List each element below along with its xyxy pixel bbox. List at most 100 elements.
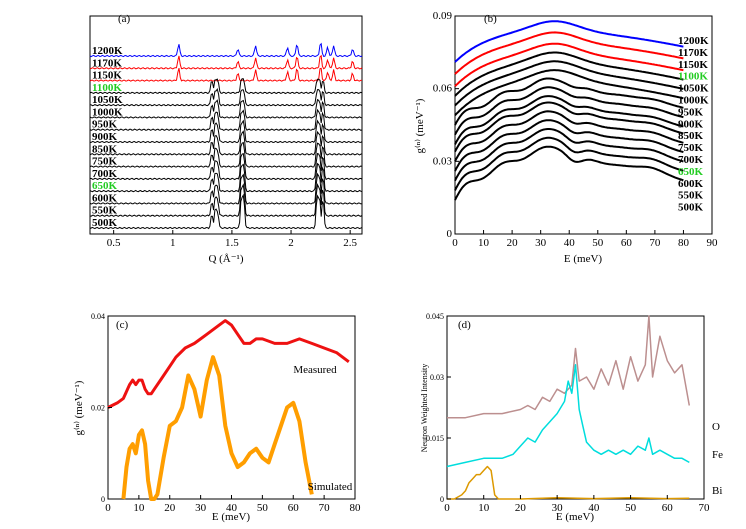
panel-b-xtick-label: 80 — [678, 237, 690, 249]
panel-c-xtick-label: 50 — [257, 502, 269, 514]
panel-b-chart: (b) 1200K1170K1150K1100K1050K1000K950K90… — [414, 10, 718, 265]
panel-d-xtick-label: 60 — [662, 502, 674, 514]
panel-b-xtick-label: 90 — [707, 237, 719, 249]
panel-a-series-curve — [89, 130, 363, 156]
panel-c-xlabel: E (meV) — [212, 511, 251, 523]
panel-a-temp-label: 900K — [92, 131, 118, 143]
panel-b-ytick-label: 0.03 — [433, 155, 453, 167]
simulated-curve — [121, 355, 314, 501]
panel-d-ytick-label: 0 — [440, 495, 444, 504]
panel-d-ytick-label: 0.045 — [426, 312, 444, 321]
panel-b-temp-label: 700K — [678, 154, 704, 166]
panel-d-label: (d) — [458, 319, 471, 331]
panel-d-xtick-label: 50 — [625, 502, 637, 514]
panel-a-frame — [89, 15, 363, 235]
panel-b-series-curve — [454, 136, 684, 191]
simulated-label: Simulated — [308, 481, 353, 493]
panel-a-temp-label: 700K — [92, 168, 118, 180]
panel-b-series-curve — [454, 51, 684, 97]
panel-a-series-curve — [90, 119, 363, 144]
panel-a-temp-label: 500K — [92, 217, 118, 229]
panel-b-series-curve — [454, 145, 684, 201]
panel-b-xtick-label: 50 — [592, 237, 604, 249]
fe-label: Fe — [712, 449, 723, 461]
panel-b-temp-label: 1150K — [678, 59, 708, 71]
panel-a-series-curve — [89, 182, 363, 217]
panel-d-xtick-label: 20 — [515, 502, 527, 514]
panel-b-xtick-label: 0 — [452, 237, 458, 249]
panel-c-xtick-label: 30 — [195, 502, 207, 514]
panel-a-series-curve — [89, 78, 363, 95]
panel-a-series-curve — [89, 108, 363, 131]
panel-b-xtick-label: 60 — [621, 237, 633, 249]
panel-b-temp-label: 1050K — [678, 83, 709, 95]
panel-b-xtick-label: 20 — [507, 237, 519, 249]
panel-a-temp-label: 950K — [92, 119, 118, 131]
panel-c-ytick-label: 0.04 — [91, 312, 105, 321]
panel-b-ytick-label: 0 — [447, 228, 453, 240]
panel-a-temp-label: 1150K — [92, 70, 122, 82]
panel-a-series-curve — [89, 98, 363, 119]
panel-a-series-curve — [89, 88, 363, 107]
panel-c-ytick-label: 0.02 — [91, 404, 105, 413]
panel-c-xtick-label: 20 — [164, 502, 176, 514]
panel-a-temp-label: 1100K — [92, 82, 122, 94]
panel-a-temp-label: 1170K — [92, 57, 122, 69]
panel-a-xtick-label: 1 — [170, 237, 176, 249]
panel-d-xtick-label: 40 — [588, 502, 600, 514]
panel-b-label: (b) — [484, 13, 497, 25]
panel-d-xtick-label: 10 — [478, 502, 490, 514]
panel-a-temp-label: 1200K — [92, 45, 123, 57]
panel-d-ytick-label: 0.03 — [430, 373, 444, 382]
panel-a-temp-label: 650K — [92, 180, 118, 192]
panel-c-xtick-label: 0 — [105, 502, 111, 514]
panel-b-ylabel: g⁽ⁿ⁾ (meV⁻¹) — [414, 98, 426, 153]
panel-a-xtick-label: 1.5 — [225, 237, 239, 249]
panel-d-ylabel: Neutron Weighted Intensity — [420, 364, 429, 453]
o-curve — [447, 315, 691, 419]
panel-b-series-curve — [454, 86, 684, 136]
panel-a-chart: (a) 1200K1170K1150K1100K1050K1000K950K90… — [89, 13, 363, 265]
panel-d-xtick-label: 0 — [444, 502, 450, 514]
panel-a-xtick-label: 2.5 — [343, 237, 357, 249]
panel-b-series-curve — [454, 31, 684, 75]
panel-b-temp-label: 1170K — [678, 47, 708, 59]
panel-b-series-curve — [454, 20, 684, 63]
panel-b-series-curve — [454, 95, 684, 145]
panel-d-xtick-label: 70 — [699, 502, 711, 514]
panel-a-xtick-label: 2 — [288, 237, 294, 249]
panel-b-series-curve — [454, 69, 684, 116]
panel-c-chart: (c) 0 10 20 30 40 50 60 70 80 0 0.02 0.04 Measured… — [73, 312, 361, 523]
fe-curve — [446, 364, 690, 468]
measured-label: Measured — [293, 364, 337, 376]
panel-a-series-curve — [89, 193, 363, 230]
panel-c-label: (c) — [116, 319, 129, 331]
panel-b-xtick-label: 30 — [535, 237, 547, 249]
measured-curve — [107, 319, 350, 409]
panel-a-series-curve — [89, 162, 363, 193]
panel-b-series-curve — [454, 128, 684, 182]
panel-b-xtick-label: 40 — [564, 237, 576, 249]
panel-b-series-curve — [454, 101, 684, 153]
bi-curve — [447, 465, 690, 500]
panel-d-ytick-label: 0.015 — [426, 434, 444, 443]
panel-b-temp-label: 500K — [678, 202, 704, 214]
panel-b-ytick-label: 0.06 — [433, 83, 453, 95]
panel-c-frame — [107, 315, 356, 500]
panel-b-temp-label: 1100K — [678, 71, 708, 83]
panel-c-xtick-label: 10 — [133, 502, 145, 514]
panel-b-xtick-label: 70 — [649, 237, 661, 249]
panel-b-series-curve — [454, 77, 684, 126]
panel-b-series-curve — [454, 110, 684, 162]
panel-c-xtick-label: 70 — [319, 502, 331, 514]
panel-b-temp-label: 1000K — [678, 95, 709, 107]
panel-c-ytick-label: 0 — [101, 495, 105, 504]
panel-b-xlabel: E (meV) — [564, 253, 603, 265]
panel-b-temp-label: 650K — [678, 166, 704, 178]
panel-b-temp-label: 750K — [678, 142, 704, 154]
panel-d-xlabel: E (meV) — [556, 511, 595, 523]
panel-a-xlabel: Q (Å⁻¹) — [208, 253, 243, 265]
o-label: O — [712, 421, 720, 433]
panel-c-xtick-label: 60 — [288, 502, 300, 514]
